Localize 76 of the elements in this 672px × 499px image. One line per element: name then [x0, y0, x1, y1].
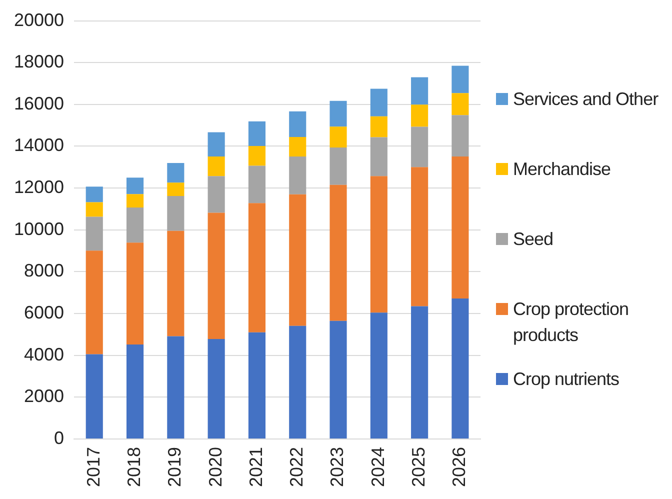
- bar: [289, 137, 306, 156]
- y-tick-label: 8000: [24, 260, 64, 281]
- bar: [126, 242, 144, 344]
- bar: [289, 156, 306, 194]
- x-tick-label: 2020: [205, 446, 226, 488]
- bar: [86, 216, 103, 251]
- y-tick-label: 18000: [14, 52, 64, 72]
- bar: [370, 88, 388, 116]
- y-tick-label: 16000: [14, 93, 64, 114]
- bar: [248, 146, 266, 166]
- bar: [86, 250, 103, 354]
- bar: [167, 336, 184, 438]
- bar: [330, 320, 347, 438]
- bar: [452, 115, 469, 156]
- bar: [370, 312, 388, 438]
- legend-label: Crop nutrients: [513, 368, 620, 391]
- bar: [208, 339, 225, 438]
- bar: [370, 116, 388, 138]
- bar: [86, 354, 103, 438]
- x-tick-label: 2025: [408, 446, 429, 488]
- x-tick-label: 2026: [449, 446, 470, 488]
- legend-label: Merchandise: [513, 158, 611, 181]
- y-tick-label: 20000: [14, 10, 64, 30]
- bar: [411, 104, 428, 127]
- bar: [452, 298, 469, 438]
- bar: [330, 126, 347, 148]
- y-tick-label: 12000: [14, 177, 64, 198]
- bar: [411, 167, 428, 306]
- bar: [248, 121, 266, 146]
- bar: [330, 100, 347, 127]
- legend-label: Services and Other: [513, 88, 658, 111]
- x-tick-label: 2021: [246, 446, 266, 488]
- bar: [126, 208, 144, 243]
- bar: [208, 212, 225, 340]
- bar: [330, 184, 347, 321]
- bar: [86, 186, 103, 202]
- y-tick-label: 2000: [24, 386, 64, 406]
- bar: [208, 176, 225, 213]
- bar: [411, 77, 428, 105]
- y-tick-label: 4000: [24, 344, 64, 364]
- x-tick-label: 2023: [327, 446, 348, 488]
- bar: [167, 182, 184, 196]
- x-tick-label: 2024: [368, 446, 388, 488]
- x-tick-label: 2022: [286, 446, 307, 488]
- bar: [86, 202, 103, 217]
- y-tick-label: 0: [54, 428, 64, 448]
- bar: [330, 148, 347, 185]
- bar: [370, 137, 388, 176]
- bar: [208, 156, 225, 176]
- bar: [411, 126, 428, 168]
- legend-label: Seed: [513, 228, 554, 251]
- bar: [452, 93, 469, 116]
- bar: [289, 326, 306, 438]
- bar: [452, 156, 469, 298]
- bar: [126, 344, 144, 438]
- bar: [248, 203, 266, 332]
- y-tick-label: 14000: [14, 135, 64, 156]
- bar: [167, 230, 184, 336]
- y-tick-label: 10000: [14, 218, 64, 239]
- bar: [208, 132, 225, 156]
- bar: [289, 194, 306, 326]
- bar: [452, 66, 469, 94]
- bar: [248, 332, 266, 438]
- bar: [167, 196, 184, 231]
- bar: [370, 176, 388, 313]
- bar: [167, 162, 184, 183]
- x-tick-label: 2019: [164, 446, 185, 488]
- x-tick-label: 2017: [83, 446, 104, 488]
- legend-label: Crop protection products: [513, 298, 630, 347]
- bar: [248, 166, 266, 204]
- x-tick-label: 2018: [124, 446, 144, 488]
- y-tick-label: 6000: [24, 302, 64, 322]
- bar: [126, 178, 144, 194]
- bar: [411, 306, 428, 438]
- bar: [126, 194, 144, 208]
- bar: [289, 111, 306, 138]
